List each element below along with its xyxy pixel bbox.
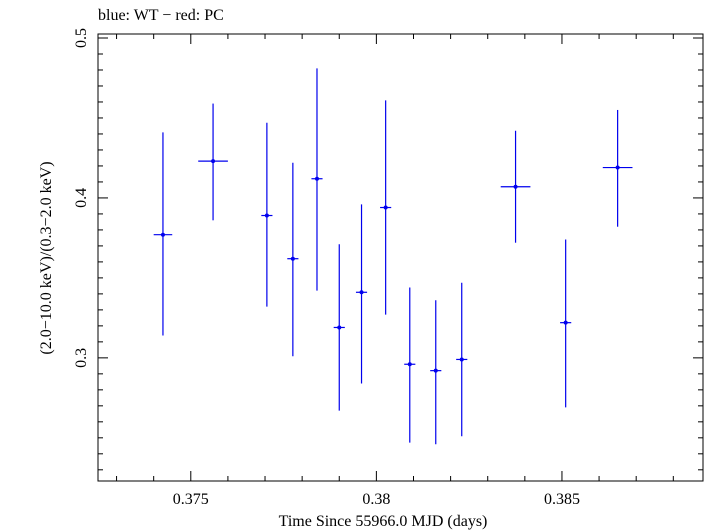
point-marker: [211, 159, 216, 164]
point-marker: [563, 320, 568, 325]
y-tick-label: 0.5: [73, 28, 90, 48]
data-point: [261, 122, 273, 307]
data-point: [404, 287, 416, 443]
y-tick-label: 0.3: [73, 348, 90, 368]
point-marker: [407, 362, 412, 367]
y-axis-label: (2.0−10.0 keV)/(0.3−2.0 keV): [38, 161, 55, 354]
data-point: [333, 244, 345, 411]
point-marker: [615, 165, 620, 170]
data-point: [355, 204, 368, 384]
data-point: [198, 103, 228, 221]
point-marker: [290, 256, 295, 261]
data-point: [153, 132, 173, 336]
x-tick-label: 0.38: [362, 491, 390, 508]
data-point: [560, 239, 572, 408]
point-marker: [459, 357, 464, 362]
chart-title: blue: WT − red: PC: [98, 7, 224, 24]
data-point: [430, 300, 442, 445]
point-marker: [433, 368, 438, 373]
point-marker: [314, 176, 319, 181]
y-tick-label: 0.4: [73, 188, 90, 208]
x-axis-label: Time Since 55966.0 MJD (days): [279, 513, 488, 530]
plot-frame: [97, 33, 704, 482]
x-tick-label: 0.385: [544, 491, 580, 508]
data-point: [456, 282, 468, 437]
x-tick-label: 0.375: [173, 491, 209, 508]
data-point: [380, 100, 392, 315]
data-point: [287, 162, 299, 357]
data-point: [311, 68, 323, 291]
point-marker: [359, 290, 364, 295]
point-marker: [337, 325, 342, 330]
point-marker: [160, 232, 165, 237]
point-marker: [264, 213, 269, 218]
point-marker: [513, 184, 518, 189]
point-marker: [383, 205, 388, 210]
data-point: [602, 109, 633, 227]
data-point: [500, 130, 531, 243]
